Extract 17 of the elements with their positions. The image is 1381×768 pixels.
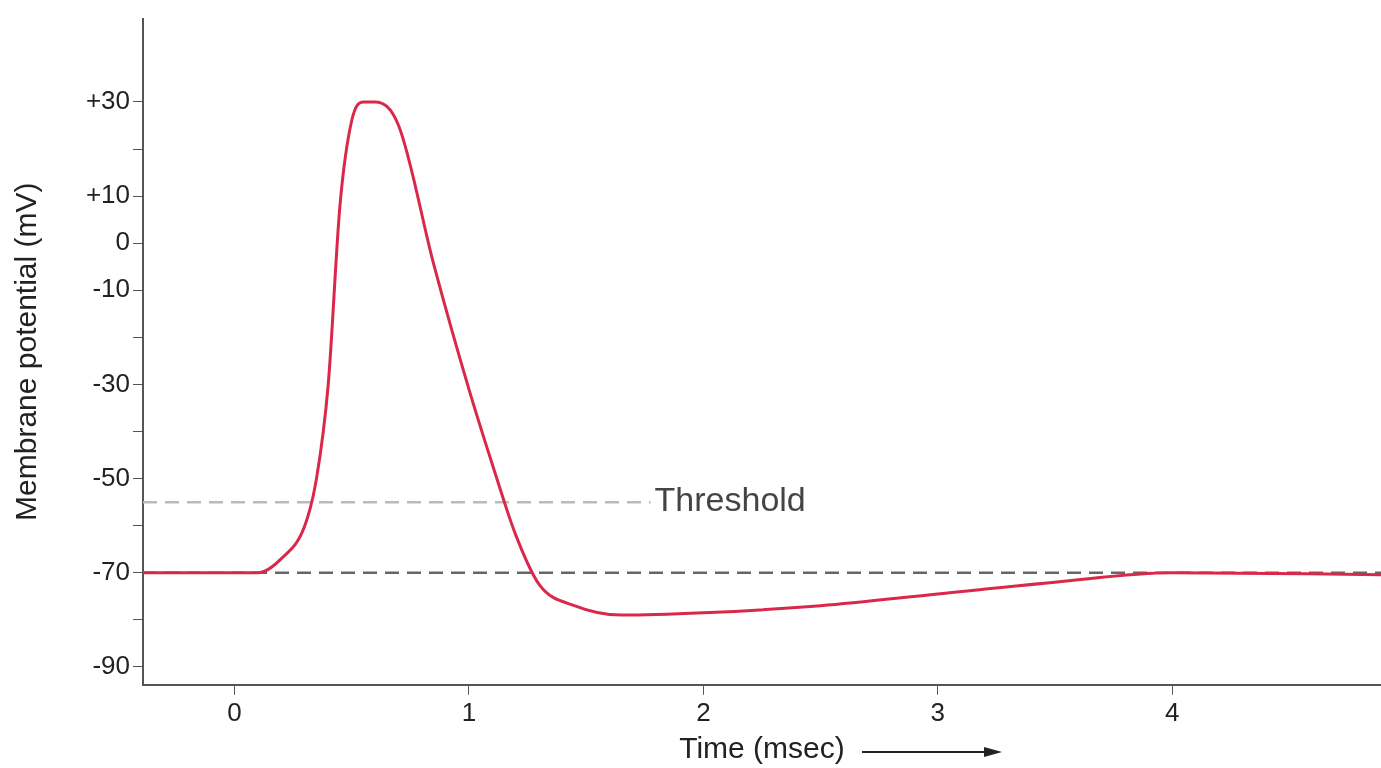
y-axis-title: Membrane potential (mV): [9, 182, 43, 521]
y-tick-label: -50: [92, 461, 130, 492]
y-tick-label: -70: [92, 555, 130, 586]
y-tick-label: -90: [92, 650, 130, 681]
y-tick-label: -10: [92, 273, 130, 304]
x-tick-label: 2: [696, 696, 711, 727]
y-tick-label: -30: [92, 367, 130, 398]
y-tick-label: +30: [85, 85, 130, 116]
x-axis-title: Time (msec): [679, 731, 845, 765]
line-series: [143, 100, 1381, 617]
x-tick-label: 4: [1165, 696, 1180, 727]
ref-line-label: Threshold: [654, 480, 806, 519]
y-tick-label: 0: [115, 226, 130, 257]
x-tick-label: 3: [930, 696, 946, 727]
x-tick-label: 0: [227, 696, 242, 727]
x-tick-label: 1: [461, 696, 477, 727]
y-tick-label: +10: [85, 179, 130, 210]
